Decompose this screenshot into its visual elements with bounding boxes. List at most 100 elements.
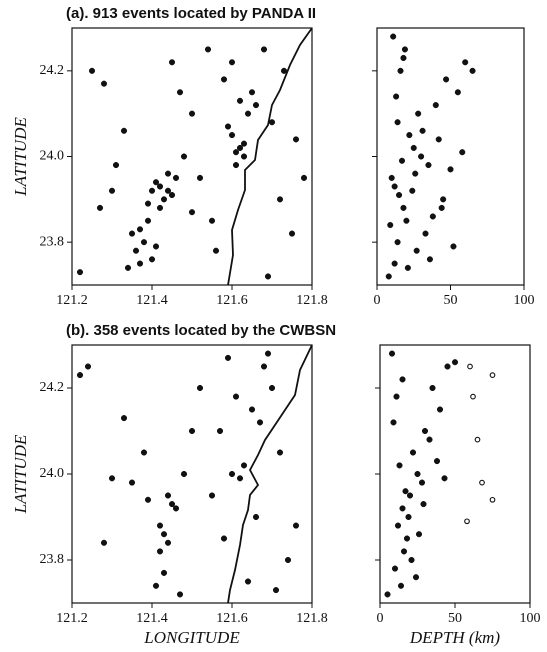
event-point [390, 33, 397, 40]
event-point [196, 174, 204, 181]
event-point [451, 359, 459, 366]
event-point [412, 574, 420, 581]
event-point [396, 192, 403, 199]
event-point [168, 501, 176, 508]
event-point [236, 97, 244, 104]
x-tick-label: 121.2 [56, 293, 88, 308]
event-point [406, 492, 414, 499]
event-point [160, 196, 168, 203]
event-point [188, 427, 196, 435]
event-point [422, 230, 429, 237]
event-point [232, 149, 240, 156]
x-tick-label: 121.2 [56, 611, 88, 626]
event-point [176, 591, 184, 598]
event-point [387, 221, 394, 229]
event-point [405, 513, 412, 521]
event-point [415, 110, 422, 117]
event-point [292, 522, 300, 529]
event-point [112, 162, 120, 169]
event-point [168, 192, 176, 199]
event-point [403, 217, 410, 224]
event-point [232, 162, 240, 169]
event-point [432, 102, 439, 109]
event-point [132, 247, 140, 254]
event-point [388, 174, 395, 181]
event-point [84, 363, 92, 370]
plot-frame [71, 27, 313, 286]
event-point [288, 230, 296, 237]
event-point [260, 363, 268, 370]
event-point [268, 384, 276, 392]
event-point [156, 522, 164, 529]
x-tick-label: 121.6 [216, 611, 248, 626]
x-axis-label: LONGITUDE [143, 628, 240, 647]
event-point [418, 153, 425, 160]
event-point [152, 582, 160, 589]
event-point [180, 470, 188, 478]
event-point [391, 183, 398, 190]
event-point [391, 565, 399, 572]
event-point [397, 582, 405, 589]
x-tick-label: 121.8 [296, 293, 328, 308]
event-point [108, 475, 116, 482]
event-point [474, 436, 481, 443]
event-point [196, 384, 204, 392]
event-point [464, 518, 470, 525]
x-tick-label: 100 [514, 293, 535, 308]
y-tick-label: 24.0 [40, 466, 65, 481]
event-point [418, 479, 426, 486]
event-point [164, 492, 172, 499]
event-point [156, 183, 164, 190]
event-point [470, 393, 476, 400]
event-point [393, 393, 400, 400]
event-point [402, 488, 409, 495]
y-tick-label: 24.2 [40, 63, 65, 78]
event-point [76, 269, 84, 276]
event-point [240, 462, 248, 469]
event-point [280, 67, 288, 74]
event-point [144, 200, 152, 207]
event-point [433, 458, 441, 465]
event-point [208, 217, 216, 224]
event-point [415, 531, 423, 538]
event-point [164, 539, 172, 546]
event-point [264, 350, 272, 357]
event-point [489, 496, 496, 503]
event-point [403, 535, 411, 542]
event-point [224, 354, 232, 361]
event-point [148, 256, 156, 263]
event-point [140, 449, 148, 456]
event-point [144, 496, 152, 503]
plot-frame [379, 344, 531, 604]
event-point [393, 93, 400, 100]
y-axis-label: LATITUDE [11, 117, 30, 197]
event-point [426, 256, 433, 263]
event-point [450, 243, 457, 250]
event-point [444, 363, 451, 370]
event-point [244, 110, 252, 117]
event-point [409, 187, 416, 194]
event-point [443, 76, 450, 83]
event-point [220, 76, 228, 83]
event-point [454, 89, 461, 96]
panel-title: (a). 913 events located by PANDA II [66, 5, 316, 22]
event-point [276, 449, 284, 456]
event-point [160, 569, 168, 576]
event-point [236, 144, 244, 151]
event-point [100, 80, 108, 87]
event-point [168, 59, 176, 66]
event-point [435, 136, 442, 143]
event-point [404, 264, 411, 271]
event-point [276, 196, 284, 203]
event-point [396, 462, 403, 469]
event-point [108, 187, 116, 194]
event-point [228, 59, 236, 66]
event-point [462, 59, 469, 66]
event-point [164, 187, 172, 194]
x-tick-label: 121.8 [296, 611, 328, 626]
x-tick-label: 121.4 [136, 611, 168, 626]
x-tick-label: 0 [377, 611, 384, 626]
event-point [188, 110, 196, 117]
event-point [400, 204, 407, 211]
